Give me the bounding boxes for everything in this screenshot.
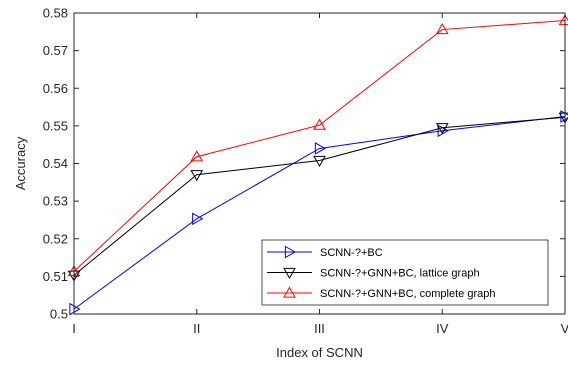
y-tick-label: 0.56	[43, 81, 68, 96]
x-tick-label: I	[72, 321, 76, 336]
x-tick-label: IV	[436, 321, 449, 336]
legend-label: SCNN-?+GNN+BC, lattice graph	[320, 268, 480, 280]
legend-item: SCNN-?+BC	[267, 245, 383, 259]
y-tick-label: 0.53	[43, 194, 68, 209]
y-tick-label: 0.51	[43, 269, 68, 284]
legend-item: SCNN-?+GNN+BC, lattice graph	[267, 268, 480, 280]
data-point	[435, 123, 449, 135]
data-point	[313, 155, 326, 167]
x-tick-label: III	[314, 321, 325, 336]
legend-item: SCNN-?+GNN+BC, complete graph	[267, 286, 495, 300]
y-tick-label: 0.57	[43, 43, 68, 58]
y-tick-label: 0.5	[50, 307, 68, 322]
data-point	[314, 142, 327, 155]
series-line	[73, 116, 566, 276]
legend-marker	[283, 286, 296, 298]
data-point	[69, 302, 81, 316]
data-point	[313, 118, 326, 130]
data-point	[192, 212, 204, 226]
legend-label: SCNN-?+GNN+BC, complete graph	[320, 288, 495, 300]
legend-marker	[283, 267, 296, 280]
y-axis-title: Accuracy	[13, 136, 28, 190]
y-tick-label: 0.52	[43, 231, 68, 246]
x-tick-label: II	[193, 321, 200, 336]
x-tick-label: V	[561, 321, 568, 336]
legend-label: SCNN-?+BC	[320, 247, 383, 259]
series-line	[73, 115, 566, 310]
x-axis-title: Index of SCNN	[276, 345, 363, 360]
ticks-layer: I II III IV V0.50.510.520.530.540.550.560.57…	[43, 6, 568, 337]
series-layer	[67, 14, 568, 316]
y-tick-label: 0.54	[43, 156, 68, 171]
legend-items: SCNN-?+BC SCNN-?+GNN+BC, lattice graph SCN…	[267, 245, 495, 300]
series-line	[73, 20, 566, 272]
series-1	[69, 110, 568, 316]
y-tick-label: 0.58	[43, 6, 68, 21]
legend: SCNN-?+BC SCNN-?+GNN+BC, lattice graph SCN…	[261, 239, 549, 306]
data-point	[190, 150, 204, 162]
data-point	[190, 170, 204, 182]
legend-marker	[284, 245, 297, 259]
y-tick-label: 0.55	[43, 118, 68, 133]
data-point	[435, 23, 449, 35]
